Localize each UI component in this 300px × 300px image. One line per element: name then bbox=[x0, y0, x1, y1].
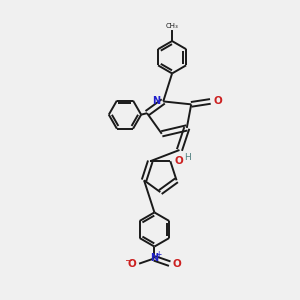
Text: N: N bbox=[152, 96, 160, 106]
Text: O: O bbox=[214, 96, 223, 106]
Text: N: N bbox=[150, 254, 158, 263]
Text: H: H bbox=[184, 153, 190, 162]
Text: CH₃: CH₃ bbox=[166, 23, 178, 29]
Text: O: O bbox=[173, 259, 182, 269]
Text: −: − bbox=[125, 256, 133, 266]
Text: O: O bbox=[128, 259, 136, 269]
Text: +: + bbox=[155, 250, 161, 259]
Text: O: O bbox=[175, 156, 183, 166]
